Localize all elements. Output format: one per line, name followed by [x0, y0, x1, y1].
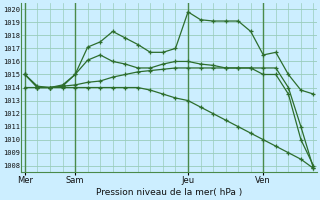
X-axis label: Pression niveau de la mer( hPa ): Pression niveau de la mer( hPa ): [96, 188, 242, 197]
